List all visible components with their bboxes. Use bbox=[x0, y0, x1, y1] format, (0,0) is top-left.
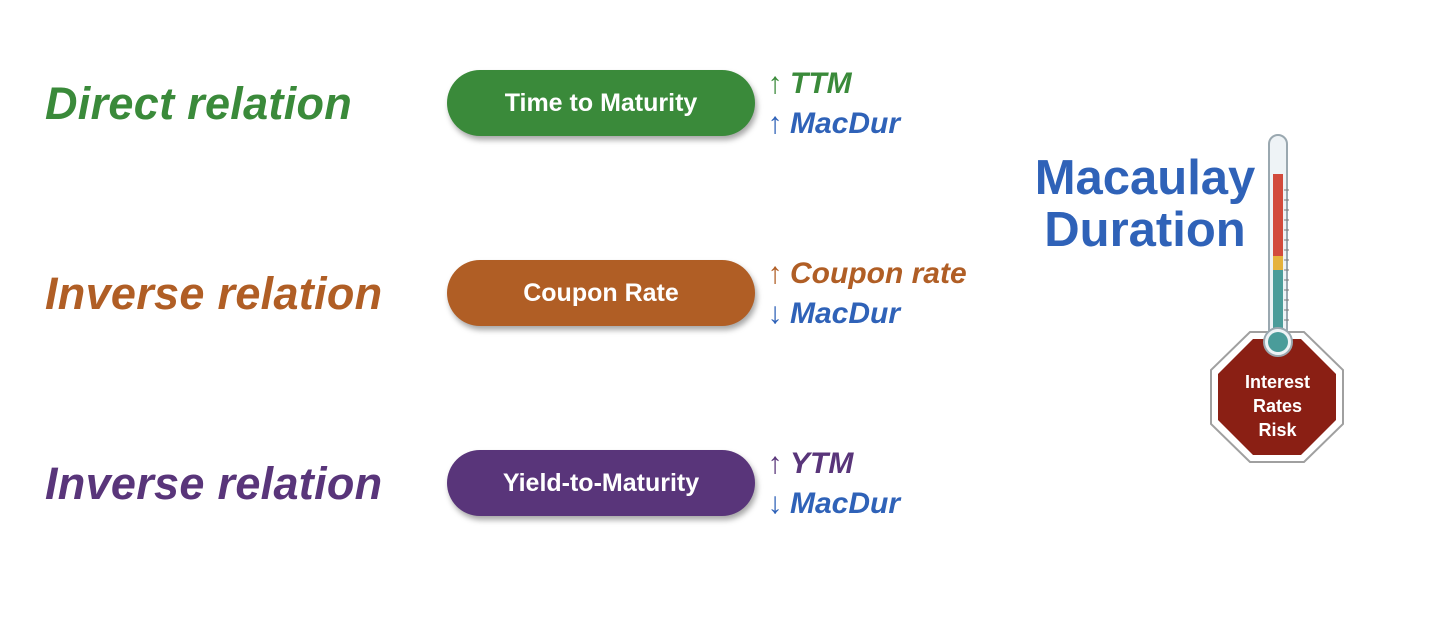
ytm-effect: ↑ YTM ↓ MacDur bbox=[760, 444, 900, 524]
macdur-term: MacDur bbox=[790, 297, 900, 330]
relation-label-inverse-coupon: Inverse relation bbox=[45, 268, 382, 320]
thermometer-yellow-segment bbox=[1273, 256, 1283, 270]
coupon-effect: ↑ Coupon rate ↓ MacDur bbox=[760, 254, 967, 334]
relation-label-direct: Direct relation bbox=[45, 78, 352, 130]
thermometer-red-segment bbox=[1273, 174, 1283, 256]
risk-line-1: Interest bbox=[1215, 370, 1340, 394]
ttm-term: TTM bbox=[790, 67, 852, 100]
risk-line-3: Risk bbox=[1215, 418, 1340, 442]
relation-row-ttm: Direct relation Time to Maturity ↑ TTM ↑ M… bbox=[0, 60, 1000, 160]
relation-row-ytm: Inverse relation Yield-to-Maturity ↑ YTM … bbox=[0, 440, 1000, 540]
time-to-maturity-pill: Time to Maturity bbox=[447, 70, 755, 136]
interest-rates-risk-label: Interest Rates Risk bbox=[1215, 370, 1340, 442]
relation-label-inverse-ytm: Inverse relation bbox=[45, 458, 382, 510]
coupon-rate-pill: Coupon Rate bbox=[447, 260, 755, 326]
up-arrow-icon: ↑ bbox=[760, 64, 790, 104]
down-arrow-icon: ↓ bbox=[760, 294, 790, 334]
relation-row-coupon: Inverse relation Coupon Rate ↑ Coupon rat… bbox=[0, 250, 1000, 350]
thermometer-bulb bbox=[1268, 332, 1288, 352]
coupon-rate-term: Coupon rate bbox=[790, 257, 967, 290]
ttm-effect: ↑ TTM ↑ MacDur bbox=[760, 64, 900, 144]
risk-line-2: Rates bbox=[1215, 394, 1340, 418]
down-arrow-icon: ↓ bbox=[760, 484, 790, 524]
macdur-term: MacDur bbox=[790, 107, 900, 140]
up-arrow-icon: ↑ bbox=[760, 444, 790, 484]
macdur-term: MacDur bbox=[790, 487, 900, 520]
up-arrow-icon: ↑ bbox=[760, 254, 790, 294]
up-arrow-icon: ↑ bbox=[760, 104, 790, 144]
ytm-term: YTM bbox=[790, 447, 853, 480]
yield-to-maturity-pill: Yield-to-Maturity bbox=[447, 450, 755, 516]
